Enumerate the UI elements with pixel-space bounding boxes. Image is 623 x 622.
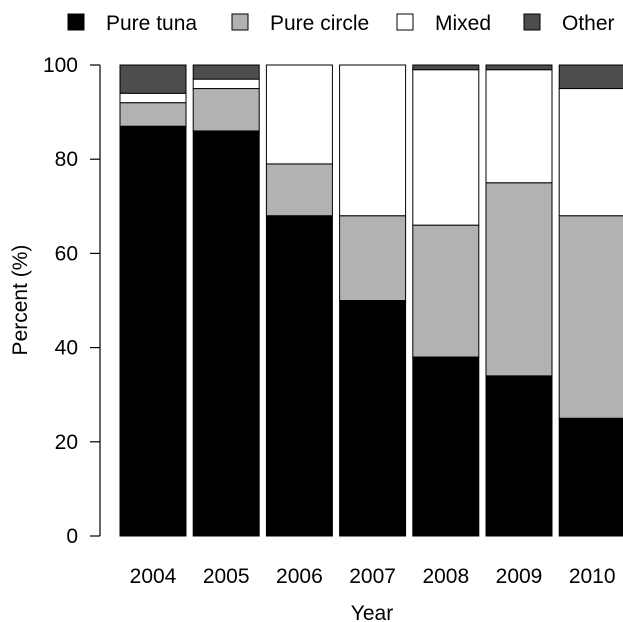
x-tick-label: 2004 [130,565,177,588]
bar-segment-pure-tuna-2006 [265,215,333,537]
bar-segment-mixed-2004 [119,92,187,104]
bar-segment-mixed-2005 [192,78,260,90]
x-tick-label: 2009 [496,565,543,588]
bar-segment-other-2009 [485,64,553,71]
x-tick-label: 2006 [276,565,323,588]
legend-swatch [523,13,541,31]
x-axis: 2004 2005 2006 2007 2008 2009 2010 [130,565,616,588]
y-tick-label: 60 [55,242,78,265]
x-axis-title: Year [351,602,393,622]
bar-segment-other-2010 [558,64,623,90]
y-tick-label: 100 [43,54,78,77]
bar-segment-mixed-2007 [339,64,407,217]
bar-segment-pure-circle-2008 [412,224,480,358]
x-tick-label: 2007 [349,565,396,588]
bar-segment-pure-tuna-2009 [485,375,553,537]
y-tick-label: 80 [55,148,78,171]
bar-segment-pure-circle-2006 [265,163,333,217]
bar-segment-pure-tuna-2004 [119,125,187,537]
y-axis: 0 20 40 60 80 100 [43,54,101,548]
bar-segment-pure-tuna-2007 [339,300,407,537]
legend-swatch [67,13,85,31]
y-tick-label: 40 [55,337,78,360]
bar-segment-pure-circle-2007 [339,215,407,301]
legend-label: Mixed [435,12,491,35]
y-tick-label: 0 [66,525,78,548]
bar-segment-other-2005 [192,64,260,80]
bar-segment-pure-circle-2004 [119,102,187,127]
bar-segment-pure-tuna-2005 [192,130,260,537]
bar-segment-pure-circle-2009 [485,182,553,377]
bar-segment-mixed-2006 [265,64,333,165]
bar-segment-mixed-2008 [412,69,480,226]
legend-label: Pure tuna [106,12,197,35]
legend-swatch [231,13,249,31]
y-tick-label: 20 [55,431,78,454]
bar-segment-mixed-2010 [558,88,623,217]
bar-segment-pure-circle-2010 [558,215,623,419]
x-tick-label: 2010 [569,565,616,588]
bars [119,64,623,537]
x-tick-label: 2005 [203,565,250,588]
y-axis-title: Percent (%) [9,245,32,356]
bar-segment-mixed-2009 [485,69,553,184]
bar-segment-pure-circle-2005 [192,88,260,132]
bar-segment-pure-tuna-2008 [412,356,480,537]
legend-swatch [396,13,414,31]
bar-segment-other-2004 [119,64,187,94]
legend: Pure tuna Pure circle Mixed Other [67,12,615,35]
bar-segment-other-2008 [412,64,480,71]
legend-label: Pure circle [270,12,369,35]
x-tick-label: 2008 [422,565,469,588]
legend-label: Other [562,12,615,35]
bar-segment-pure-tuna-2010 [558,417,623,537]
